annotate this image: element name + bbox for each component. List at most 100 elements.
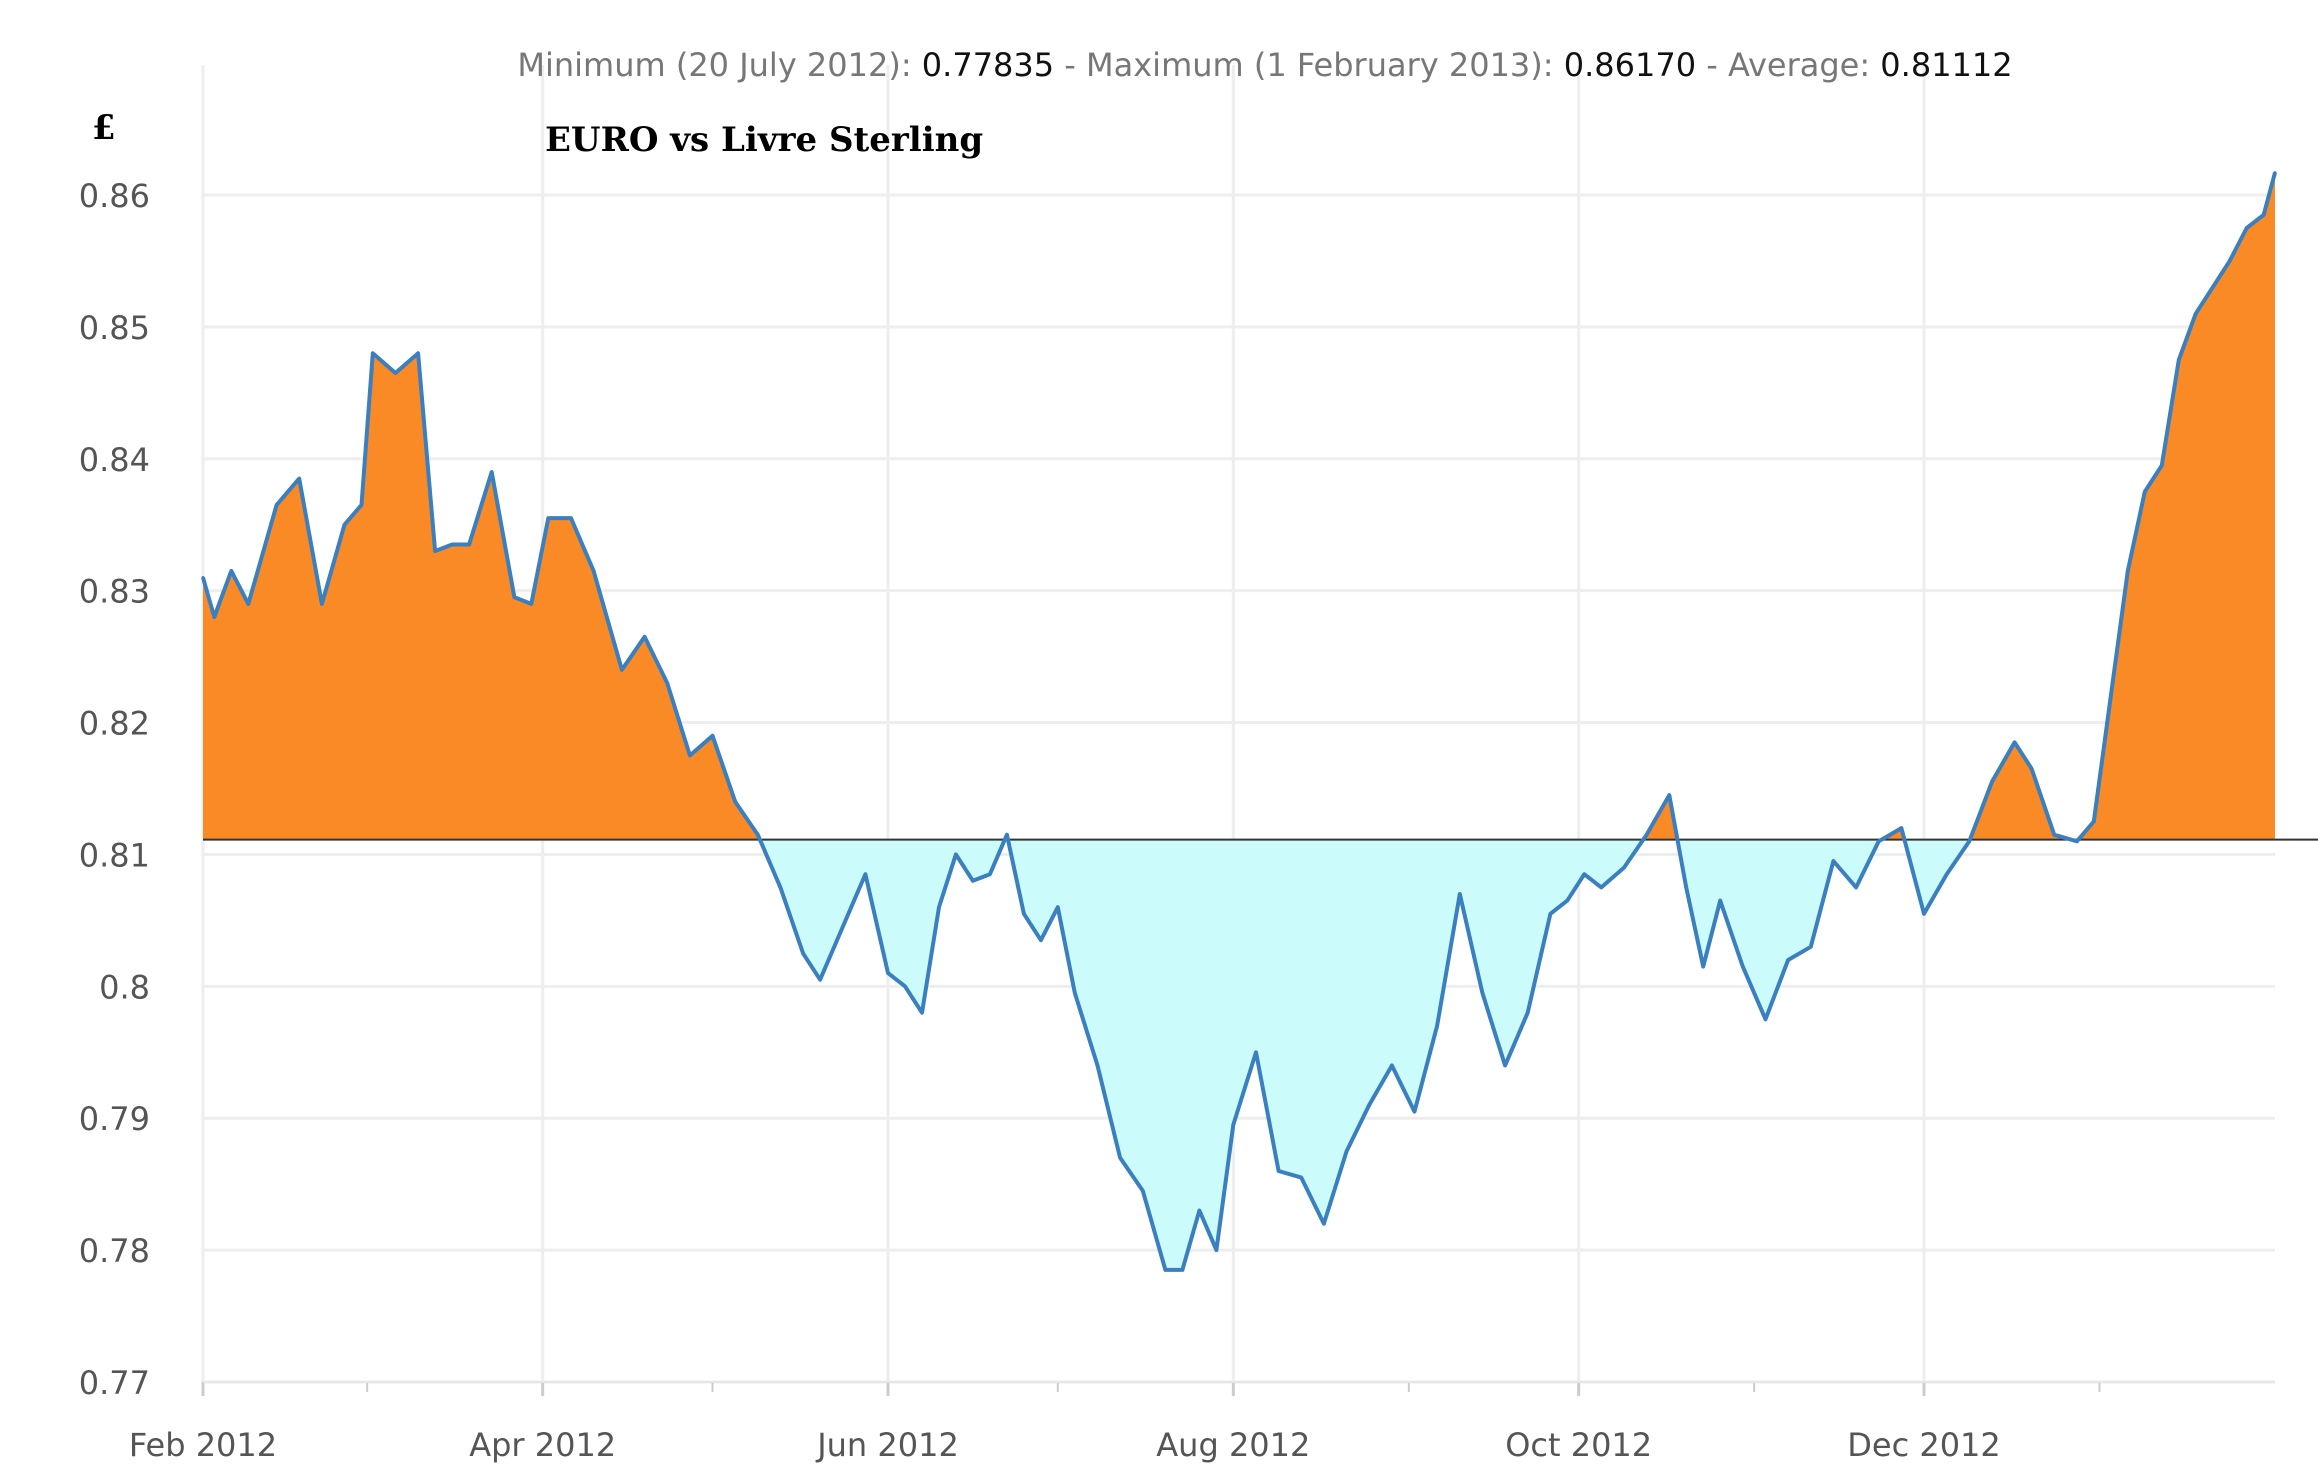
data-point-50 (1180, 1268, 1184, 1272)
data-point-79 (1786, 958, 1790, 962)
data-point-15 (467, 543, 471, 546)
data-point-9 (360, 503, 363, 507)
data-point-18 (529, 602, 533, 606)
data-point-29 (778, 885, 782, 889)
summary-min-value: 0.77835 (922, 46, 1054, 84)
data-point-43 (1039, 938, 1043, 942)
x-tick-label-4: Oct 2012 (1505, 1426, 1652, 1464)
data-point-83 (1877, 839, 1881, 843)
y-tick-label-1: 0.78 (79, 1232, 150, 1270)
data-point-70 (1599, 885, 1603, 889)
data-point-45 (1073, 991, 1077, 995)
data-point-55 (1277, 1169, 1281, 1173)
data-point-65 (1503, 1064, 1507, 1067)
y-axis-ticks: 0.77 0.78 0.79 0.8 0.81 0.82 0.83 0.84 0.85 0.86 (79, 177, 150, 1402)
y-tick-label-0: 0.77 (79, 1364, 150, 1402)
data-point-75 (1701, 965, 1705, 969)
data-point-47 (1118, 1156, 1122, 1160)
x-tick-label-2: Jun 2012 (815, 1426, 959, 1464)
data-point-41 (1005, 833, 1009, 837)
data-point-46 (1096, 1064, 1099, 1067)
data-point-26 (711, 734, 714, 738)
data-point-95 (2126, 569, 2130, 573)
data-point-67 (1548, 912, 1552, 916)
data-point-1 (212, 615, 216, 619)
data-point-54 (1254, 1050, 1258, 1054)
data-point-39 (971, 879, 975, 883)
data-point-103 (2262, 213, 2266, 217)
data-point-19 (546, 516, 550, 520)
data-point-51 (1197, 1209, 1201, 1212)
series-line (201, 171, 2277, 1272)
data-point-89 (2013, 740, 2017, 744)
data-point-98 (2177, 358, 2181, 362)
data-point-10 (371, 351, 375, 355)
summary-avg-value: 0.81112 (1880, 46, 2012, 84)
data-point-35 (903, 984, 907, 988)
data-point-44 (1056, 905, 1060, 909)
data-point-30 (801, 951, 805, 955)
data-point-62 (1435, 1024, 1439, 1028)
data-point-5 (275, 503, 279, 507)
data-point-99 (2194, 312, 2198, 316)
data-point-82 (1854, 885, 1858, 889)
data-point-17 (512, 595, 516, 599)
data-point-34 (886, 971, 890, 975)
data-point-76 (1718, 899, 1722, 903)
data-point-8 (343, 523, 346, 527)
data-point-53 (1231, 1123, 1235, 1127)
data-point-22 (620, 668, 624, 672)
data-point-102 (2245, 226, 2249, 230)
summary-max-value: 0.86170 (1564, 46, 1696, 84)
data-point-77 (1741, 965, 1745, 969)
data-point-25 (688, 754, 692, 757)
x-tick-label-0: Feb 2012 (129, 1426, 277, 1464)
data-point-23 (643, 635, 647, 639)
data-point-48 (1141, 1189, 1145, 1193)
data-point-36 (920, 1011, 924, 1015)
data-point-6 (297, 477, 301, 481)
data-point-60 (1390, 1064, 1394, 1067)
data-point-104 (2273, 171, 2277, 175)
x-axis-ticks: Feb 2012 Apr 2012 Jun 2012 Aug 2012 Oct 2012… (129, 1426, 2001, 1464)
data-point-7 (320, 602, 324, 606)
data-point-88 (1990, 780, 1994, 784)
y-tick-label-5: 0.82 (79, 705, 150, 743)
data-point-13 (433, 549, 437, 553)
summary-min-label: Minimum (20 July 2012): (517, 46, 921, 84)
data-point-101 (2228, 259, 2232, 263)
chart-title: EURO vs Livre Sterling (545, 120, 983, 160)
data-point-2 (229, 569, 233, 573)
data-point-96 (2143, 490, 2147, 494)
x-tick-label-5: Dec 2012 (1847, 1426, 2001, 1464)
data-point-74 (1684, 885, 1688, 889)
data-point-28 (756, 833, 760, 837)
area-above-average-10 (2078, 172, 2275, 840)
data-point-21 (592, 569, 596, 573)
data-point-24 (665, 681, 669, 685)
x-tick-label-1: Apr 2012 (469, 1426, 616, 1464)
data-point-42 (1022, 912, 1026, 916)
area-above-average-0 (203, 353, 760, 840)
data-point-37 (937, 905, 941, 909)
data-point-68 (1565, 899, 1569, 903)
data-point-90 (2030, 767, 2034, 771)
data-point-14 (450, 543, 454, 546)
y-tick-label-2: 0.79 (79, 1100, 150, 1138)
data-point-31 (818, 978, 822, 982)
data-point-72 (1645, 833, 1649, 837)
data-point-56 (1299, 1176, 1303, 1180)
data-point-59 (1367, 1103, 1371, 1107)
data-point-57 (1322, 1222, 1326, 1226)
data-point-33 (863, 872, 867, 876)
data-point-86 (1945, 872, 1949, 876)
y-tick-label-8: 0.85 (79, 309, 150, 347)
summary-avg-label: - Average: (1696, 46, 1880, 84)
area-below-average-1 (759, 839, 1005, 1013)
data-point-40 (988, 872, 992, 876)
data-point-20 (569, 516, 573, 520)
x-axis (201, 1381, 2275, 1396)
y-axis-unit: £ (92, 108, 116, 148)
data-point-64 (1480, 991, 1484, 995)
